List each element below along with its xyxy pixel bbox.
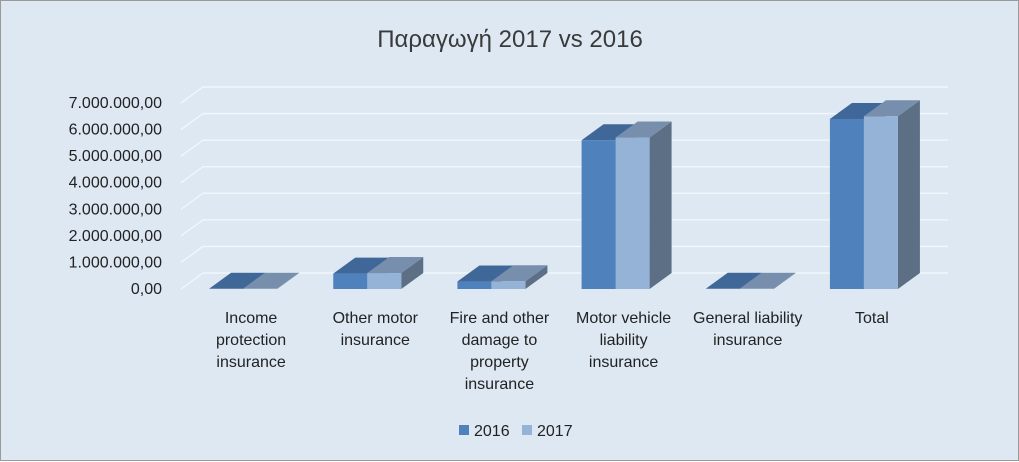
legend-swatch-2017 bbox=[522, 425, 532, 435]
gridline bbox=[180, 112, 948, 131]
bar-2017-3 bbox=[615, 121, 672, 290]
gridline bbox=[180, 219, 948, 237]
gridline bbox=[180, 139, 948, 157]
gridline bbox=[180, 192, 948, 210]
y-tick-label: 3.000.000,00 bbox=[69, 201, 163, 218]
gridline bbox=[180, 86, 948, 104]
y-tick-label: 0,00 bbox=[131, 281, 162, 298]
y-tick-label: 7.000.000,00 bbox=[69, 95, 163, 112]
gridlines bbox=[180, 86, 948, 290]
x-category-label: Other motor insurance bbox=[333, 310, 419, 349]
y-tick-label: 6.000.000,00 bbox=[69, 122, 163, 139]
bar-2017-1 bbox=[367, 257, 424, 289]
y-tick-label: 1.000.000,00 bbox=[69, 254, 163, 271]
legend: 2016 2017 bbox=[459, 423, 573, 440]
bars bbox=[209, 100, 920, 290]
gridline bbox=[180, 272, 948, 290]
x-category-label: General liability insurance bbox=[693, 310, 802, 349]
y-tick-label: 4.000.000,00 bbox=[69, 175, 163, 192]
chart-title: Παραγωγή 2017 vs 2016 bbox=[377, 26, 643, 53]
y-tick-label: 5.000.000,00 bbox=[69, 148, 163, 165]
x-category-label: Fire and other damage to property insurance bbox=[450, 310, 550, 393]
bar-2017-4 bbox=[739, 272, 796, 289]
bar-2017-2 bbox=[491, 265, 548, 289]
gridline bbox=[180, 245, 948, 263]
x-axis-labels: Income protection insurance Other motor insu… bbox=[216, 310, 889, 393]
x-category-label: Total bbox=[855, 310, 889, 327]
y-axis-ticks: 0,00 1.000.000,00 2.000.000,00 3.000.000,00… bbox=[69, 95, 163, 298]
y-tick-label: 2.000.000,00 bbox=[69, 228, 163, 245]
legend-label-2016: 2016 bbox=[474, 423, 510, 440]
legend-label-2017: 2017 bbox=[537, 423, 573, 440]
bar-2017-5 bbox=[863, 100, 920, 290]
gridline bbox=[180, 166, 948, 184]
legend-swatch-2016 bbox=[459, 425, 469, 435]
bar-2017-0 bbox=[243, 272, 300, 289]
x-category-label: Motor vehicle liability insurance bbox=[576, 310, 671, 371]
x-category-label: Income protection insurance bbox=[216, 310, 286, 371]
